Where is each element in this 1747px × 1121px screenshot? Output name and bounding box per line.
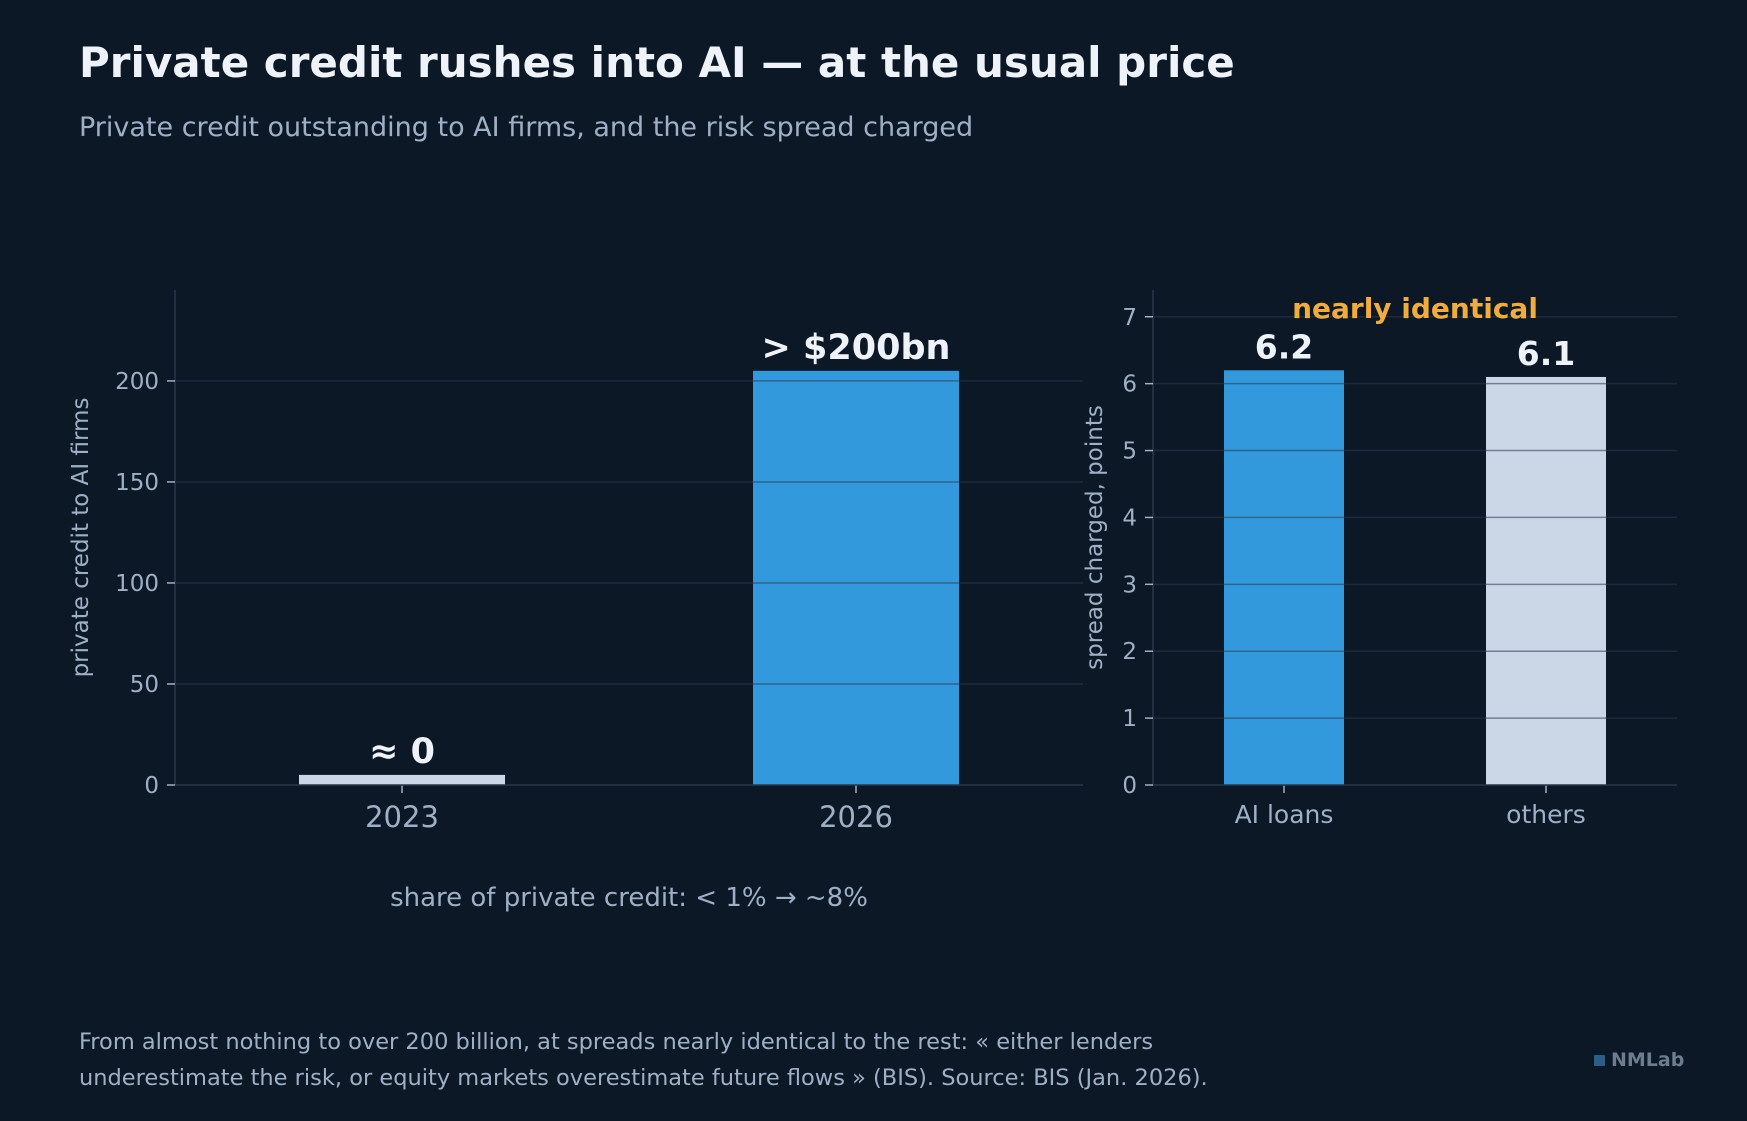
- footnote: From almost nothing to over 200 billion,…: [79, 1024, 1479, 1096]
- similarity-annotation: nearly identical: [1292, 292, 1538, 325]
- share-annotation: share of private credit: < 1% → ~8%: [390, 883, 868, 913]
- bar: [753, 370, 959, 785]
- data-label: > $200bn: [762, 328, 951, 368]
- y-tick-label: 0: [144, 773, 159, 799]
- y-tick-label: 7: [1122, 305, 1137, 331]
- x-tick-label: 2026: [819, 800, 893, 834]
- y-tick-label: 2: [1122, 639, 1137, 665]
- data-label: 6.2: [1255, 327, 1313, 366]
- y-tick-label: 5: [1122, 439, 1137, 465]
- brand-name: NMLab: [1611, 1049, 1685, 1071]
- footnote-line-1: From almost nothing to over 200 billion,…: [79, 1029, 1154, 1055]
- data-label: 6.1: [1517, 334, 1575, 373]
- y-tick-label: 200: [115, 369, 159, 395]
- right-chart: AI loans 6.2 others 6.1 0 1 2 3 4 5 6 7 spread charg…: [1082, 290, 1677, 829]
- y-tick-label: 100: [115, 571, 159, 597]
- bar: [1224, 370, 1344, 785]
- y-tick-label: 0: [1122, 773, 1137, 799]
- y-tick-label: 1: [1122, 706, 1137, 732]
- y-axis-label: spread charged, points: [1082, 405, 1108, 670]
- bar: [299, 774, 505, 785]
- y-tick-label: 50: [130, 672, 159, 698]
- y-axis-label: private credit to AI firms: [68, 398, 94, 678]
- footnote-line-2: underestimate the risk, or equity market…: [79, 1065, 1208, 1091]
- y-tick-label: 150: [115, 470, 159, 496]
- x-tick-label: others: [1506, 800, 1586, 829]
- x-tick-label: 2023: [365, 800, 439, 834]
- brand-mark-icon: [1594, 1054, 1605, 1066]
- chart-subtitle: Private credit outstanding to AI firms, …: [79, 112, 974, 143]
- y-tick-label: 3: [1122, 572, 1137, 598]
- data-label: ≈ 0: [369, 732, 435, 772]
- left-chart: 2023 ≈ 0 2026 > $200bn 0 50 100 150 200 private c…: [68, 290, 1083, 913]
- bar: [1486, 376, 1606, 785]
- brand-logo: NMLab: [1594, 1049, 1684, 1071]
- chart-title: Private credit rushes into AI — at the u…: [79, 38, 1235, 87]
- y-tick-label: 4: [1122, 505, 1137, 531]
- x-tick-label: AI loans: [1235, 800, 1334, 829]
- y-tick-label: 6: [1122, 372, 1137, 398]
